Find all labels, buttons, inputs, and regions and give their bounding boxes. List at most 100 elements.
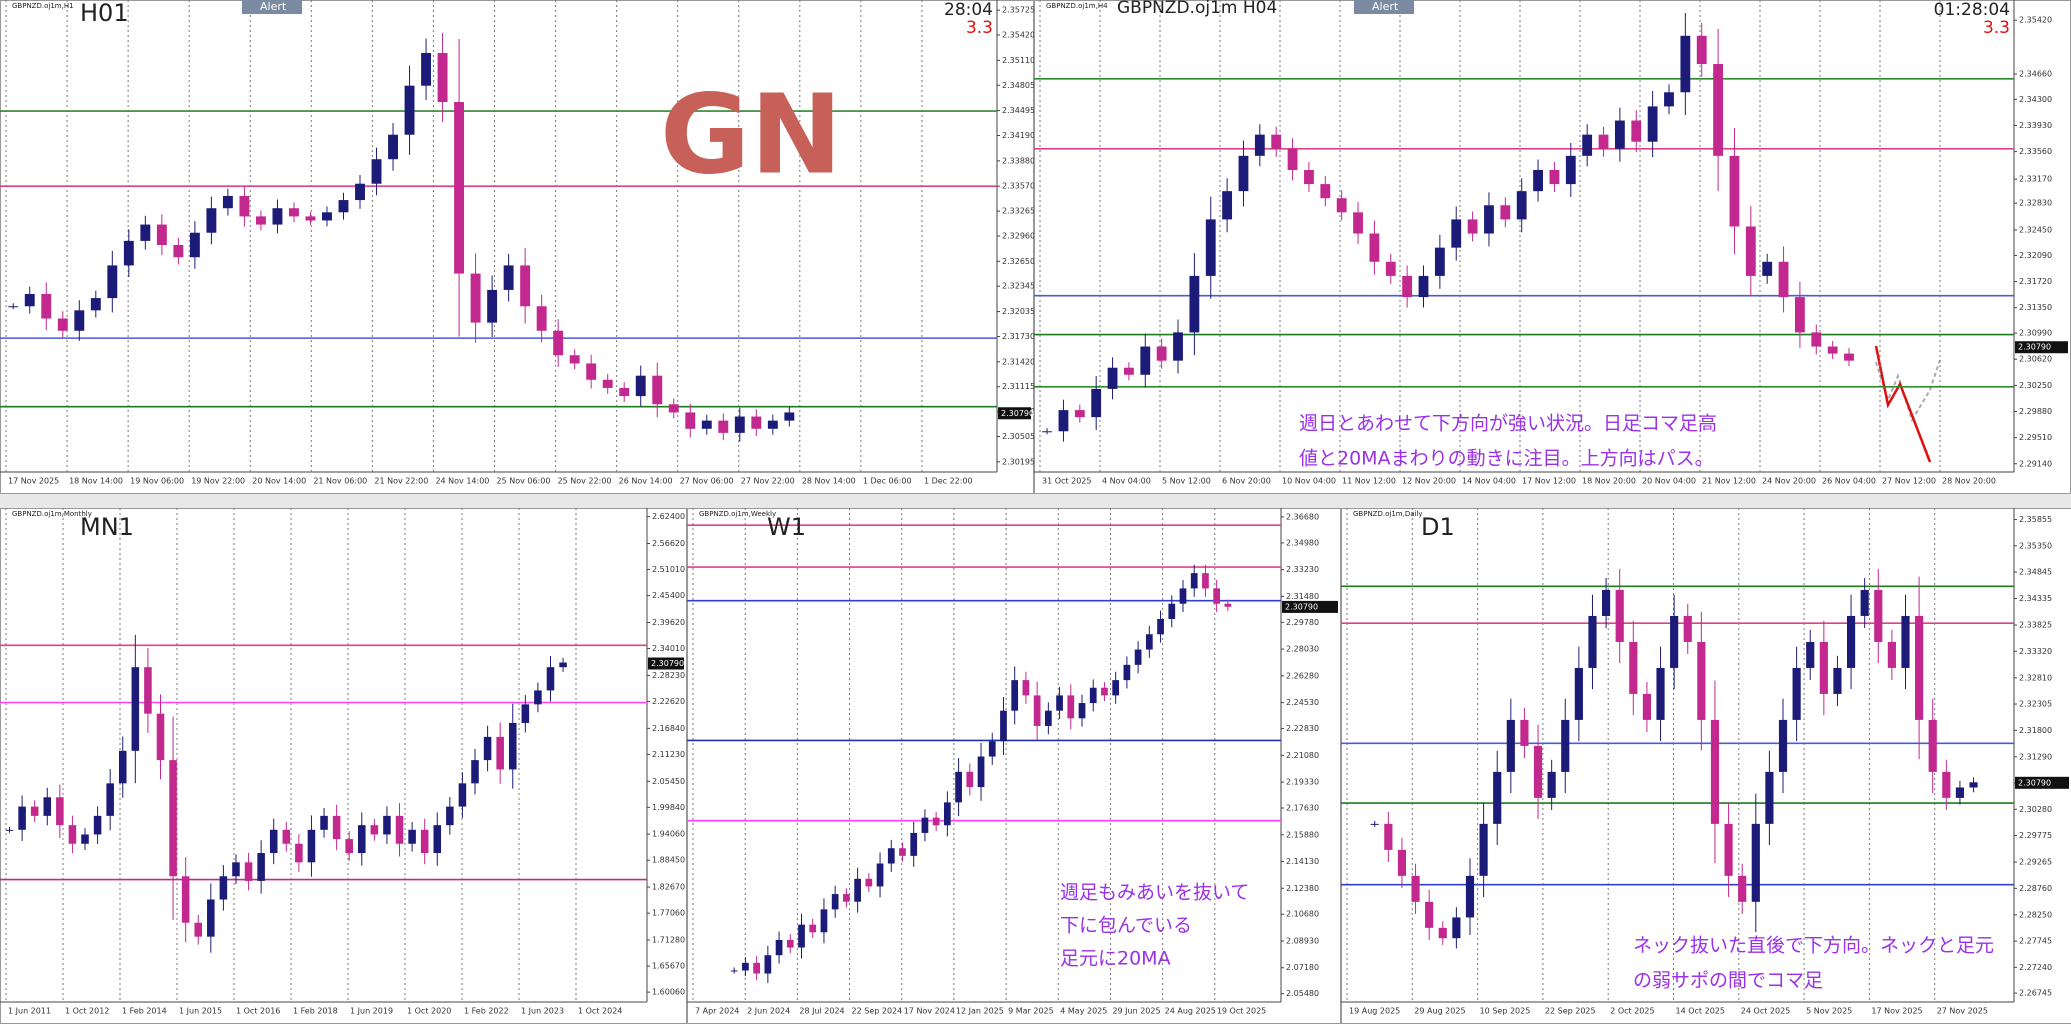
candle-body [1549, 169, 1560, 185]
candle-body [1418, 275, 1429, 298]
candle [338, 192, 349, 220]
candle-body [1860, 589, 1869, 616]
candle [56, 784, 64, 838]
timeframe-label: W1 [767, 513, 806, 541]
candle-body [30, 806, 39, 816]
candle [1713, 28, 1723, 191]
candle-body [131, 667, 140, 751]
price-tick-label: 2.34300 [2019, 95, 2052, 104]
price-tag-label: 2.30790 [2018, 343, 2051, 352]
candle-body [668, 404, 679, 413]
candle-body [454, 102, 465, 274]
date-label: 29 Jun 2025 [1112, 1007, 1160, 1016]
candle [408, 821, 416, 852]
price-tick-label: 2.33825 [2019, 621, 2052, 630]
candle-body [1353, 212, 1363, 234]
candle-body [1157, 618, 1164, 635]
candle [156, 214, 167, 256]
candle [1465, 858, 1475, 935]
candle-body [1928, 719, 1937, 772]
candle [189, 221, 200, 269]
candle [320, 807, 328, 838]
candle-body [1287, 148, 1298, 170]
candle [764, 945, 772, 983]
candle-body [685, 412, 696, 429]
annotation: の弱サポの間でコマ足 [1633, 970, 1823, 992]
price-tag-label: 2.30790 [651, 659, 684, 668]
candle [206, 196, 217, 245]
candle-body [784, 412, 795, 421]
candle [1336, 190, 1347, 221]
timeframe-label: D1 [1421, 513, 1455, 541]
annotation: 値と20MAまわりの動きに注目。上方向はパス。 [1299, 448, 1714, 470]
candle-body [619, 387, 630, 397]
candle [404, 65, 415, 155]
alert-button[interactable] [1354, 0, 1414, 14]
candle-body [1369, 233, 1380, 262]
candle-body [1574, 667, 1583, 720]
candle [483, 725, 492, 772]
candle [1168, 595, 1176, 628]
candle [1033, 681, 1041, 740]
candle-body [496, 736, 504, 770]
candle [534, 682, 542, 713]
price-tick-label: 2.35420 [1002, 31, 1035, 40]
candle [1602, 577, 1611, 629]
date-label: 25 Nov 06:00 [497, 477, 551, 486]
candle-body [1729, 155, 1740, 227]
candle-body [355, 183, 365, 201]
candle [730, 967, 738, 974]
candle-body [1033, 695, 1041, 726]
candle-body [1173, 332, 1183, 361]
candle-body [1320, 184, 1331, 199]
candle-body [1602, 589, 1611, 616]
price-tick-label: 2.33265 [1002, 207, 1035, 216]
candle-body [988, 741, 996, 757]
candle [1134, 641, 1142, 674]
price-tag [1282, 600, 1338, 613]
date-label: 22 Sep 2024 [852, 1007, 903, 1016]
candle [1533, 724, 1543, 820]
candle [1680, 13, 1691, 116]
date-label: 9 Mar 2025 [1008, 1007, 1054, 1016]
candle [207, 883, 215, 953]
candle-body [90, 298, 101, 311]
candle-body [1304, 169, 1314, 185]
candle-body [1425, 901, 1434, 928]
candle-body [569, 355, 580, 364]
candle-body [534, 690, 542, 705]
price-tick-label: 2.36680 [1286, 512, 1319, 521]
candle [1385, 253, 1396, 284]
price-tick-label: 2.34845 [2019, 568, 2052, 577]
candle-body [1254, 134, 1265, 156]
candle-body [1874, 589, 1883, 642]
price-tick-label: 2.33230 [1286, 565, 1319, 574]
candle [798, 913, 805, 959]
candle-body [701, 420, 712, 429]
candle-body [232, 862, 240, 877]
candle-body [1465, 875, 1475, 918]
date-label: 1 Feb 2014 [122, 1007, 167, 1016]
price-tick-label: 2.28230 [652, 671, 685, 680]
date-label: 1 Jun 2011 [8, 1007, 51, 1016]
candle-body [1664, 92, 1674, 107]
candle-body [295, 843, 303, 863]
candle [1397, 837, 1407, 888]
price-tick-label: 2.30990 [2019, 329, 2052, 338]
candle [1402, 265, 1413, 308]
date-label: 1 Oct 2024 [578, 1007, 622, 1016]
candle [635, 365, 646, 407]
alert-button[interactable] [242, 0, 302, 14]
candle [1844, 348, 1854, 367]
candle-body [1202, 573, 1209, 589]
price-tick-label: 2.35350 [2019, 541, 2052, 550]
candle-body [910, 832, 918, 856]
candle-body [106, 783, 114, 816]
candle [289, 202, 299, 223]
candle [1205, 196, 1216, 299]
candle [668, 398, 679, 419]
price-tag-label: 2.30790 [1001, 409, 1034, 418]
candle [1928, 698, 1937, 794]
candle-body [1022, 680, 1030, 696]
